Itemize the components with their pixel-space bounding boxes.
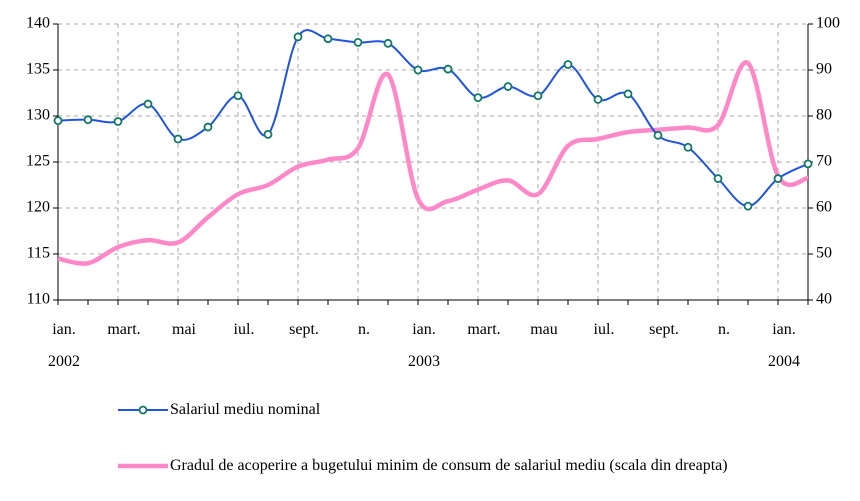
y2-tick-label: 70: [816, 153, 832, 170]
marker: [743, 201, 753, 211]
x-tick-label: n.: [358, 321, 370, 338]
x-tick-label: mau: [530, 321, 558, 338]
y-tick-label: 120: [26, 199, 50, 216]
marker: [233, 91, 243, 101]
marker: [293, 32, 303, 42]
marker: [383, 38, 393, 48]
x-tick-label: iul.: [233, 321, 255, 338]
series-line: [57, 60, 809, 266]
y2-tick-label: 80: [816, 107, 832, 124]
x-tick-label: mai: [172, 321, 196, 338]
y2-tick-label: 90: [816, 61, 832, 78]
x-tick-label: iul.: [593, 321, 615, 338]
y-tick-label: 130: [26, 107, 50, 124]
marker: [443, 64, 453, 74]
marker: [83, 115, 93, 125]
y-tick-label: 110: [27, 291, 50, 308]
y2-tick-label: 60: [816, 199, 832, 216]
marker: [113, 117, 123, 126]
marker: [353, 38, 363, 47]
x-tick-label: ian. 2004: [768, 321, 800, 370]
marker: [773, 174, 783, 183]
marker: [53, 116, 63, 125]
y2-tick-label: 100: [816, 15, 840, 32]
x-tick-label: mart.: [107, 321, 141, 338]
marker: [173, 134, 183, 144]
marker: [713, 174, 723, 183]
series-line: [57, 29, 809, 208]
y2-tick-label: 50: [816, 245, 832, 262]
x-tick-label: mart.: [467, 321, 501, 338]
marker: [623, 89, 633, 99]
marker: [803, 159, 813, 169]
marker: [593, 95, 603, 104]
x-tick-label: sept.: [289, 321, 319, 338]
y-tick-label: 115: [27, 245, 50, 262]
marker: [683, 142, 693, 152]
x-tick-label: sept.: [649, 321, 679, 338]
y2-tick-label: 40: [816, 291, 832, 308]
marker: [653, 130, 663, 140]
x-tick-label: ian. 2002: [48, 321, 80, 370]
x-tick-label: ian. 2003: [408, 321, 440, 370]
x-tick-label: n.: [718, 321, 730, 338]
y-tick-label: 140: [26, 15, 50, 32]
marker: [413, 65, 423, 75]
marker: [263, 129, 273, 139]
legend-label: Salariul mediu nominal: [170, 401, 321, 418]
legend-marker: [138, 405, 148, 415]
marker: [203, 122, 213, 132]
marker: [473, 93, 483, 102]
y-tick-label: 125: [26, 153, 50, 170]
marker: [323, 34, 333, 44]
y-tick-label: 135: [26, 61, 50, 78]
marker: [533, 91, 543, 101]
legend-label: Gradul de acoperire a bugetului minim de…: [170, 457, 728, 474]
marker: [143, 99, 153, 109]
marker: [563, 60, 573, 69]
marker: [503, 82, 513, 91]
